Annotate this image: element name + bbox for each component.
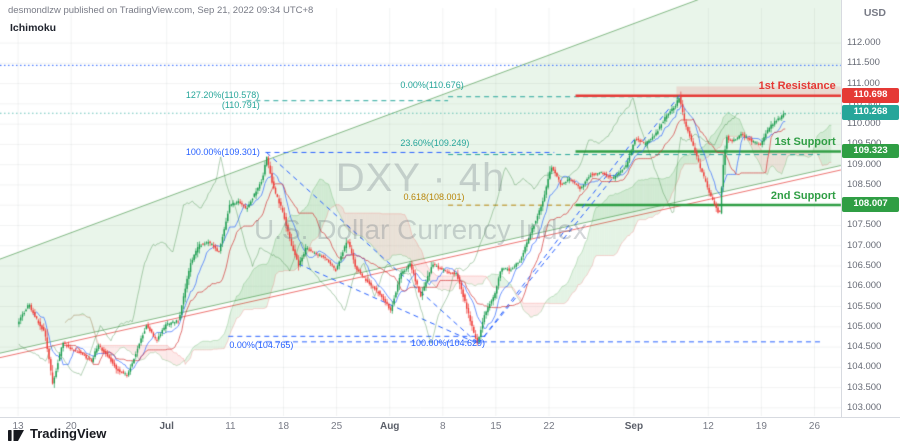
price-axis[interactable] [841,0,900,417]
tradingview-logo-text: TradingView [30,426,107,441]
tradingview-logo-icon [8,430,24,441]
publish-attribution: desmondlzw published on TradingView.com,… [8,5,314,16]
quote-currency-label: USD [863,7,886,19]
time-axis[interactable] [0,417,900,447]
tradingview-logo[interactable]: TradingView [8,426,106,441]
ichimoku-indicator-label[interactable]: Ichimoku [10,22,57,34]
